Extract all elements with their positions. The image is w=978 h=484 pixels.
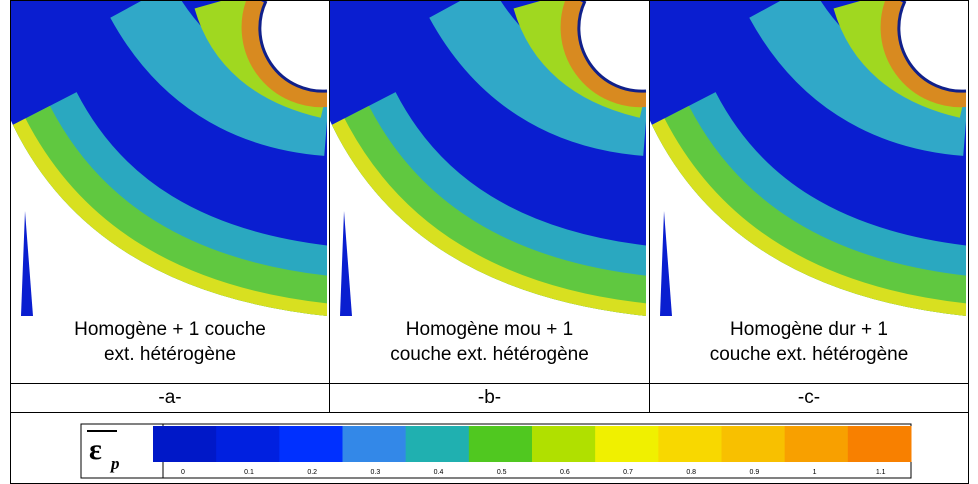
field <box>330 1 646 316</box>
zone-hole-orange <box>241 1 327 108</box>
panel-label: -c- <box>797 387 821 408</box>
panel-cell: Homogène mou + 1 couche ext. hétérogène <box>329 0 650 384</box>
label-cell: -c- <box>649 383 969 413</box>
symbol: ε <box>89 433 102 466</box>
zone-hole-teal <box>749 1 966 156</box>
label-cell: -a- <box>10 383 330 413</box>
tick-label: 0.4 <box>434 469 444 476</box>
hole-edge <box>577 1 647 93</box>
tick-label: 0.1 <box>244 469 254 476</box>
caption-line: Homogène dur + 1 <box>730 319 888 340</box>
color-segment <box>658 426 722 462</box>
hole-edge <box>258 1 328 93</box>
tick-label: 1 <box>813 469 817 476</box>
field <box>11 1 327 316</box>
tick-label: 0.6 <box>560 469 570 476</box>
tick-label: 0.3 <box>371 469 381 476</box>
hole-edge <box>897 1 967 93</box>
panel-label: -b- <box>477 387 502 408</box>
color-segment <box>784 426 849 462</box>
zone-hole-teal <box>110 1 327 156</box>
wedge <box>660 211 672 316</box>
tick-label: 1.1 <box>876 469 886 476</box>
caption-line: couche ext. hétérogène <box>390 344 589 365</box>
tick-label: 0.2 <box>307 469 317 476</box>
simulation-image <box>11 1 328 316</box>
colorbar-cell: ε p 0 0.1 0.2 0.3 0.4 0.5 0.6 0.7 0.8 0.9 1 1.1 <box>10 412 969 484</box>
color-segment <box>216 426 280 462</box>
tick-label: 0.9 <box>750 469 760 476</box>
tick-label: 0 <box>181 469 185 476</box>
symbol-subscript: p <box>109 454 120 473</box>
simulation-image <box>330 1 647 316</box>
caption-line: Homogène + 1 couche <box>74 319 266 340</box>
zone-hole-teal <box>429 1 646 156</box>
color-segment <box>279 426 343 462</box>
caption-line: ext. hétérogène <box>103 344 237 365</box>
zone-hole-orange <box>880 1 966 108</box>
color-segment <box>342 426 407 462</box>
tick-label: 0.5 <box>497 469 507 476</box>
tick-label: 0.7 <box>623 469 633 476</box>
color-segment <box>468 426 533 462</box>
color-segment <box>532 426 596 462</box>
label-cell: -b- <box>329 383 650 413</box>
caption-line: Homogène mou + 1 <box>405 319 574 340</box>
tick-label: 0.8 <box>686 469 696 476</box>
colorbar: ε p 0 0.1 0.2 0.3 0.4 0.5 0.6 0.7 0.8 0.9 1 1.1 <box>80 423 912 479</box>
caption: Homogène dur + 1 couche ext. hétérogène <box>650 317 968 367</box>
caption-line: couche ext. hétérogène <box>709 344 909 365</box>
panel-cell: Homogène dur + 1 couche ext. hétérogène <box>649 0 969 384</box>
field <box>650 1 966 316</box>
simulation-image <box>650 1 967 316</box>
caption: Homogène + 1 couche ext. hétérogène <box>11 317 329 367</box>
wedge <box>340 211 352 316</box>
color-segment <box>153 426 217 462</box>
caption: Homogène mou + 1 couche ext. hétérogène <box>330 317 649 367</box>
panel-label: -a- <box>158 387 182 408</box>
color-segment <box>595 426 659 462</box>
color-segment <box>847 426 912 462</box>
color-segment <box>721 426 786 462</box>
wedge <box>21 211 33 316</box>
panel-cell: Homogène + 1 couche ext. hétérogène <box>10 0 330 384</box>
zone-hole-orange <box>560 1 646 108</box>
color-segment <box>405 426 470 462</box>
